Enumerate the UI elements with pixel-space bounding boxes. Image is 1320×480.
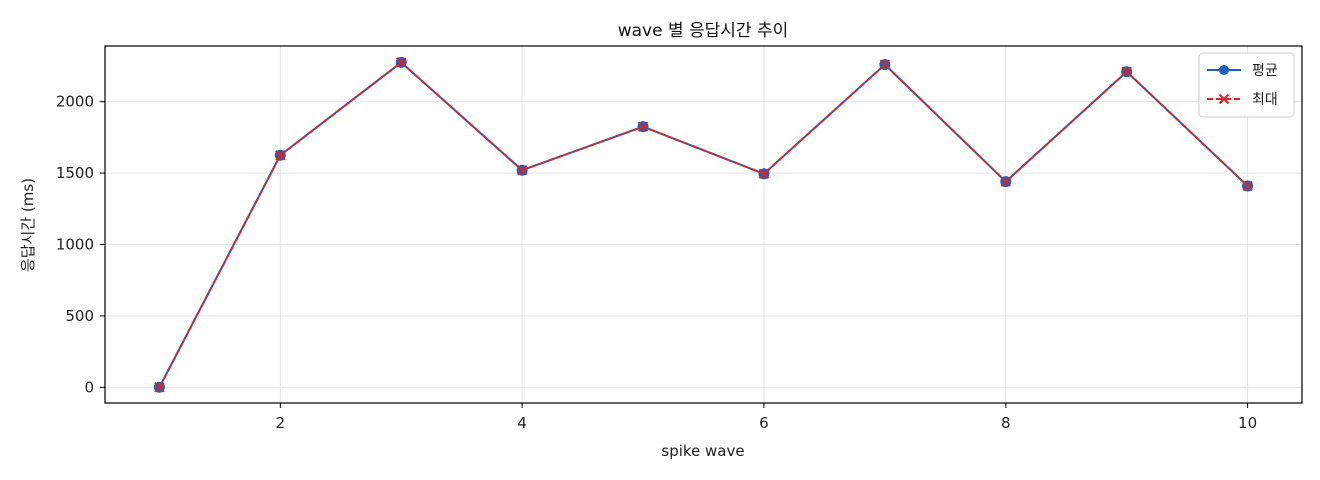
series-layer — [153, 56, 1254, 393]
x-tick-label: 2 — [276, 414, 286, 432]
x-axis-title: spike wave — [661, 442, 744, 460]
x-tick-label: 8 — [1001, 414, 1011, 432]
data-point-max — [758, 168, 770, 180]
chart-title: wave 별 응답시간 추이 — [618, 21, 789, 41]
data-point-max — [154, 382, 165, 393]
x-axis: 2 4 6 8 10 — [276, 403, 1257, 432]
x-tick-label: 4 — [517, 414, 527, 432]
data-point-max — [1242, 180, 1253, 192]
data-point-max — [516, 165, 528, 176]
data-point-max — [637, 121, 649, 132]
legend-marker-max — [1218, 93, 1230, 105]
legend: 평균 최대 — [1198, 52, 1295, 118]
legend-label-average: 평균 — [1252, 63, 1278, 79]
grid — [105, 46, 1302, 403]
y-tick-label: 2000 — [56, 93, 94, 111]
data-point-max — [275, 150, 286, 161]
data-point-max — [1000, 176, 1011, 187]
y-tick-label: 1000 — [56, 235, 94, 253]
x-tick-label: 10 — [1238, 414, 1257, 432]
y-tick-label: 0 — [84, 378, 94, 396]
data-point-max — [879, 59, 891, 70]
y-axis: 0 500 1000 1500 2000 — [56, 93, 105, 396]
y-tick-label: 1500 — [56, 164, 94, 182]
data-point-max — [396, 57, 407, 68]
series-line-max — [158, 61, 1249, 388]
y-axis-title: 응답시간 (ms) — [19, 178, 37, 272]
legend-label-max: 최대 — [1252, 92, 1278, 108]
y-tick-label: 500 — [65, 307, 94, 325]
legend-marker-average — [1219, 65, 1229, 75]
legend-x-marker — [1218, 93, 1230, 105]
x-tick-label: 6 — [759, 414, 769, 432]
data-point-max — [1121, 66, 1132, 77]
legend-box — [1198, 52, 1295, 118]
plot-frame — [104, 45, 1303, 404]
